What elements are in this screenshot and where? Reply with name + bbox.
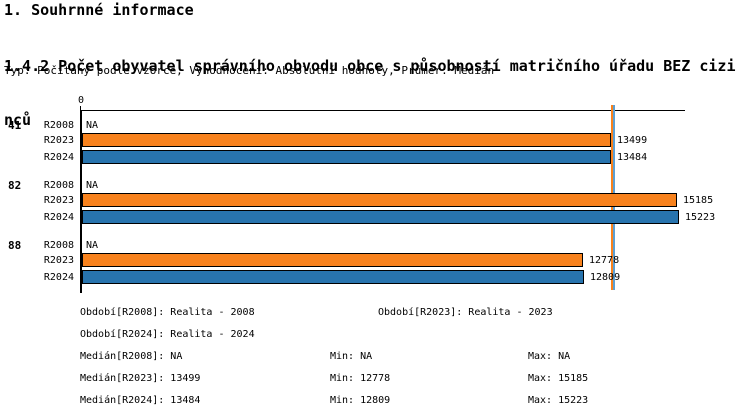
bar-value-label: 15223 — [685, 212, 716, 223]
stat-median-1: Medián[R2008]: NA — [80, 351, 183, 362]
group-label-82: 82 — [8, 179, 22, 192]
bar-R2024-group-88 — [82, 270, 584, 284]
series-label-R2024: R2024 — [43, 272, 74, 283]
legend-period-2: Období[R2023]: Realita - 2023 — [378, 307, 553, 318]
stat-min-1: Min: NA — [330, 351, 373, 362]
indicator-title-line1: 1.4.2 Počet obyvatel správního obvodu ob… — [4, 57, 736, 75]
series-label-R2023: R2023 — [43, 135, 74, 146]
legend-period-1: Období[R2008]: Realita - 2008 — [80, 307, 255, 318]
axis-tick — [80, 106, 81, 110]
bar-R2023-group-41 — [82, 133, 611, 147]
indicator-title-line2: nců — [4, 111, 32, 129]
na-value-label: NA — [86, 240, 99, 251]
stat-median-3: Medián[R2024]: 13484 — [80, 395, 201, 406]
series-label-R2024: R2024 — [43, 212, 74, 223]
bar-R2023-group-82 — [82, 193, 677, 207]
series-label-R2023: R2023 — [43, 195, 74, 206]
bar-value-label: 12778 — [589, 255, 620, 266]
group-label-41: 41 — [8, 119, 22, 132]
axis-top-line — [80, 110, 685, 111]
stat-max-2: Max: 15185 — [528, 373, 589, 384]
bar-value-label: 13484 — [617, 152, 648, 163]
bar-value-label: 13499 — [617, 135, 648, 146]
bar-value-label: 12809 — [590, 272, 621, 283]
series-label-R2008: R2008 — [43, 180, 74, 191]
axis-zero-label: 0 — [77, 95, 85, 106]
stat-median-2: Medián[R2023]: 13499 — [80, 373, 201, 384]
stat-min-3: Min: 12809 — [330, 395, 391, 406]
bar-R2024-group-82 — [82, 210, 679, 224]
bar-R2023-group-88 — [82, 253, 583, 267]
series-label-R2024: R2024 — [43, 152, 74, 163]
section-title: 1. Souhrnné informace — [4, 1, 194, 19]
stat-min-2: Min: 12778 — [330, 373, 391, 384]
series-label-R2008: R2008 — [43, 120, 74, 131]
na-value-label: NA — [86, 180, 99, 191]
bar-value-label: 15185 — [683, 195, 714, 206]
meta-line: Typ: Počítaný podle vzorce, Vyhodnocení:… — [4, 64, 495, 77]
series-label-R2008: R2008 — [43, 240, 74, 251]
indicator-title: 1.4.2 Počet obyvatel správního obvodu ob… — [4, 21, 736, 165]
na-value-label: NA — [86, 120, 99, 131]
axis-baseline — [80, 110, 82, 293]
stat-max-1: Max: NA — [528, 351, 571, 362]
legend-period-3: Období[R2024]: Realita - 2024 — [80, 329, 255, 340]
bar-R2024-group-41 — [82, 150, 611, 164]
group-label-88: 88 — [8, 239, 22, 252]
stat-max-3: Max: 15223 — [528, 395, 589, 406]
series-label-R2023: R2023 — [43, 255, 74, 266]
